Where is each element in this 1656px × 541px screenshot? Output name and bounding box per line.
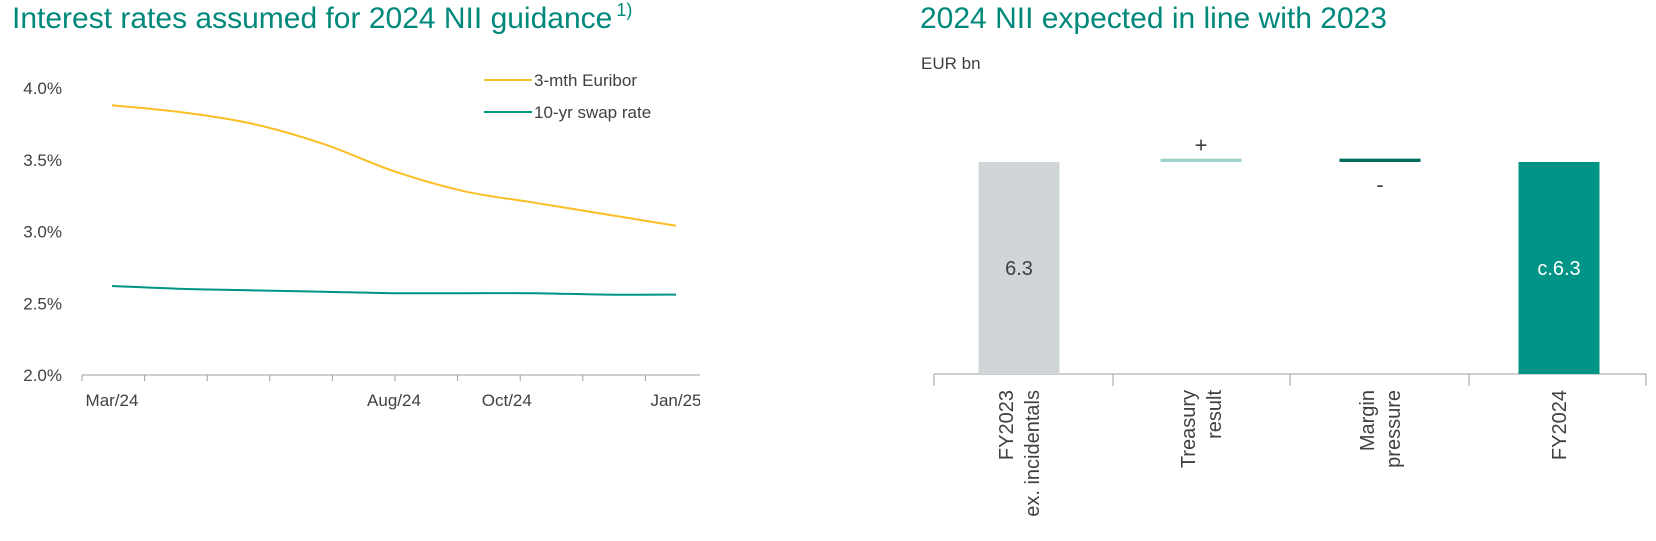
waterfall-bar-increase xyxy=(1160,158,1242,162)
y-tick-label: 2.5% xyxy=(23,294,62,313)
category-label: FY2024 xyxy=(1549,390,1571,460)
x-tick-label: Oct/24 xyxy=(482,391,532,410)
legend-label: 3-mth Euribor xyxy=(534,71,637,90)
y-tick-label: 2.0% xyxy=(23,366,62,385)
y-tick-label: 3.5% xyxy=(23,151,62,170)
bar-value-label: c.6.3 xyxy=(1537,258,1580,280)
x-tick-label: Jan/25 xyxy=(650,391,700,410)
waterfall-bar-total xyxy=(1518,162,1600,374)
right-chart-title: 2024 NII expected in line with 2023 xyxy=(920,2,1387,35)
footnote-marker: 1) xyxy=(616,0,633,20)
bar-value-label: 6.3 xyxy=(1005,258,1033,280)
legend-label: 10-yr swap rate xyxy=(534,103,651,122)
category-label: Treasury xyxy=(1178,390,1200,468)
bar-sign-label: - xyxy=(1376,172,1383,197)
category-label: ex. incidentals xyxy=(1022,390,1044,517)
bar-sign-label: + xyxy=(1195,133,1208,158)
category-label: Margin xyxy=(1357,390,1379,451)
category-label: FY2023 xyxy=(996,390,1018,460)
left-chart-title: Interest rates assumed for 2024 NII guid… xyxy=(12,0,633,35)
y-tick-label: 4.0% xyxy=(23,79,62,98)
waterfall-bar-total xyxy=(978,162,1060,374)
x-tick-label: Mar/24 xyxy=(86,391,139,410)
interest-rate-line-chart: 4.0% 3.5% 3.0% 2.5% 2.0% Mar/24 Aug/24 Oct/24 Ja… xyxy=(23,71,700,410)
y-tick-label: 3.0% xyxy=(23,223,62,242)
x-tick-label: Aug/24 xyxy=(367,391,421,410)
category-label: result xyxy=(1204,390,1226,439)
series-line-euribor xyxy=(111,104,677,227)
waterfall-bar-decrease xyxy=(1339,158,1421,162)
category-label: pressure xyxy=(1383,390,1405,468)
unit-label: EUR bn xyxy=(921,54,981,73)
series-line-swap-rate xyxy=(111,285,677,296)
